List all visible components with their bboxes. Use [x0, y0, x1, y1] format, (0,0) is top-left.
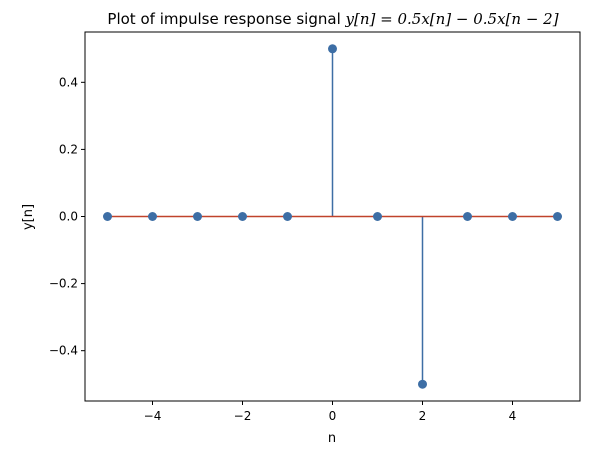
- y-tick-label: −0.4: [49, 344, 78, 358]
- x-axis-label: n: [328, 431, 336, 446]
- stem-marker: [283, 212, 292, 221]
- stem-marker: [148, 212, 157, 221]
- stem-marker: [418, 379, 427, 389]
- chart-title-prefix: Plot of impulse response signal: [107, 10, 345, 28]
- y-tick-label: 0.0: [59, 210, 78, 224]
- chart-title-equation: y[n] = 0.5x[n] − 0.5x[n − 2]: [345, 10, 559, 28]
- plot-area: −4 −2 0 2 4 −0.4 −0.2 0.0 0.2 0.4: [49, 31, 581, 423]
- y-tick-label: 0.2: [59, 142, 78, 156]
- stem-marker: [463, 212, 472, 221]
- stem-marker: [373, 212, 382, 221]
- chart-title: Plot of impulse response signal y[n] = 0…: [107, 10, 558, 28]
- stem-marker: [193, 212, 202, 221]
- stem-marker: [238, 212, 247, 221]
- x-tick-label: 4: [509, 409, 517, 423]
- x-tick-label: 2: [419, 409, 427, 423]
- y-tick-label: 0.4: [59, 75, 78, 89]
- stem-marker: [508, 212, 517, 221]
- y-tick-label: −0.2: [49, 277, 78, 291]
- stem-marker: [103, 212, 112, 221]
- stem-marker: [553, 212, 562, 221]
- y-axis-label: y[n]: [21, 204, 36, 230]
- x-tick-label: −4: [144, 409, 162, 423]
- x-tick-label: −2: [234, 409, 252, 423]
- stem-marker: [328, 44, 337, 54]
- x-tick-label: 0: [329, 409, 337, 423]
